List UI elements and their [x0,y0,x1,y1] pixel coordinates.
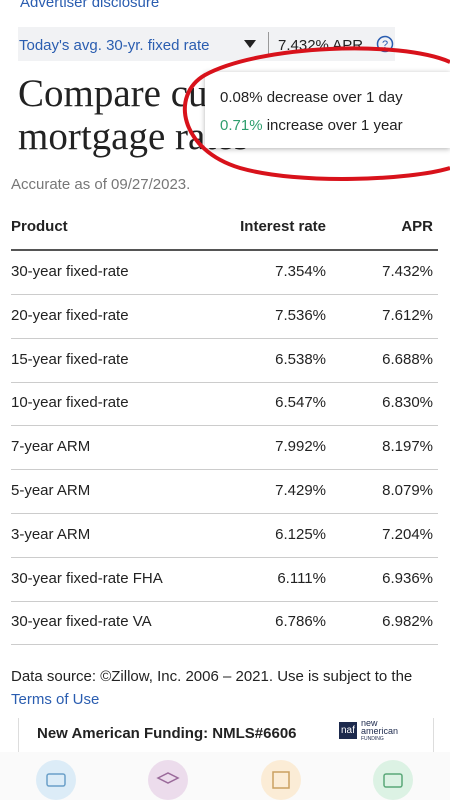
table-row: 3-year ARM 6.125% 7.204% [11,513,438,558]
rate-cell: 7.429% [275,482,326,499]
product-cell: 5-year ARM [11,482,91,499]
product-cell: 20-year fixed-rate [11,306,129,324]
table-row: 5-year ARM 7.429% 8.079% [11,469,438,514]
bottom-nav [0,752,450,800]
nav-tools[interactable] [261,760,301,800]
rate-cell: 6.111% [277,569,326,587]
product-cell: 10-year fixed-rate [11,394,129,412]
rate-cell: 6.786% [275,613,326,631]
product-cell: 30-year fixed-rate [11,263,129,280]
rate-label: Today's avg. 30-yr. fixed rate [19,37,210,54]
product-cell: 3-year ARM [11,525,91,543]
header-cell: Product [11,218,68,235]
apr-cell: 7.612% [382,306,433,324]
nav-learn[interactable] [148,760,188,800]
table-row: 30-year fixed-rate VA 6.786% 6.982% [11,600,438,646]
product-cell: 15-year fixed-rate [11,350,129,368]
nav-wallet[interactable] [373,760,413,800]
ad-banner[interactable]: New American Funding: NMLS#6606 naf new a… [18,718,434,752]
logo-word: FUNDING [361,736,384,742]
apr-cell: 6.830% [382,394,433,412]
apr-cell: 7.204% [382,525,433,543]
annotation-circle [182,46,450,181]
rate-cell: 7.992% [275,438,326,456]
change-text: increase over 1 year [266,117,403,134]
ad-text: New American Funding: NMLS#6606 [37,725,297,742]
logo-word: american [361,726,399,736]
terms-link[interactable]: Terms of Use [11,691,100,708]
apr-cell: 8.079% [382,482,433,499]
svg-text:?: ? [382,39,388,51]
table-row: 30-year fixed-rate 7.354% 7.432% [11,250,438,295]
change-text: decrease over 1 day [266,89,403,106]
header-cell: Interest rate [240,218,326,235]
logo-text: new american FUNDING [361,719,398,743]
product-cell: 30-year fixed-rate FHA [11,569,163,587]
apr-cell: 7.432% [382,263,433,280]
table-row: 7-year ARM 7.992% 8.197% [11,425,438,471]
advertiser-disclosure[interactable]: Advertiser disclosure [20,0,160,11]
table-row: 15-year fixed-rate 6.538% 6.688% [11,338,438,383]
apr-cell: 6.688% [382,350,433,368]
rate-cell: 6.538% [275,350,326,368]
table-header: Product Interest rate APR [11,205,438,251]
table-row: 20-year fixed-rate 7.536% 7.612% [11,294,438,339]
rate-cell: 6.547% [275,394,326,412]
product-cell: 7-year ARM [11,438,91,456]
divider [268,32,269,56]
accurate-date: Accurate as of 09/27/2023. [11,176,191,193]
tooltip-line: 0.08% decrease over 1 day [220,89,403,106]
change-amount: 0.71% [220,117,263,134]
change-amount: 0.08% [220,89,263,106]
rate-cell: 7.354% [275,263,326,280]
tooltip-line: 0.71% increase over 1 year [220,117,403,134]
tooltip: 0.08% decrease over 1 day 0.71% increase… [205,72,450,148]
nav-cards[interactable] [36,760,76,800]
logo-word: new [361,718,378,728]
data-source: Data source: ©Zillow, Inc. 2006 – 2021. … [11,665,441,711]
product-cell: 30-year fixed-rate VA [11,613,152,631]
footer-text: Data source: ©Zillow, Inc. 2006 – 2021. … [11,668,413,685]
rate-cell: 7.536% [275,306,326,324]
logo-mark: naf [339,722,357,739]
header-cell: APR [401,218,433,235]
apr-cell: 6.982% [382,613,433,631]
apr-cell: 8.197% [382,438,433,456]
table-row: 30-year fixed-rate FHA 6.111% 6.936% [11,557,438,602]
rate-cell: 6.125% [275,525,326,543]
help-icon[interactable]: ? [376,35,394,53]
dropdown-arrow [244,40,256,48]
table-row: 10-year fixed-rate 6.547% 6.830% [11,381,438,427]
rate-bar[interactable]: Today's avg. 30-yr. fixed rate 7.432% AP… [18,27,395,61]
apr-cell: 6.936% [382,569,433,587]
